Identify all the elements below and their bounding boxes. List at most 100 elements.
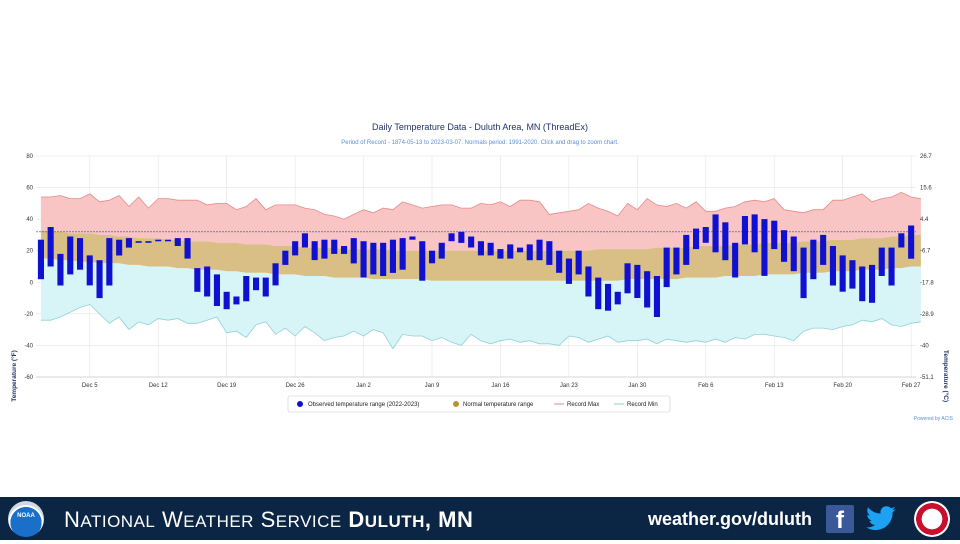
y-tick-right: -40	[920, 343, 929, 349]
observed-bar	[800, 247, 807, 299]
chart-credit[interactable]: Powered by ACIS	[914, 416, 954, 422]
y-tick-left: -40	[24, 343, 33, 349]
observed-bar	[448, 233, 455, 242]
observed-bar	[301, 233, 308, 248]
observed-bar	[380, 242, 387, 276]
y-tick-left: 80	[26, 154, 33, 160]
observed-bar	[644, 271, 651, 308]
observed-bar	[321, 239, 328, 259]
y-tick-left: -20	[24, 312, 33, 318]
temperature-chart[interactable]: Daily Temperature Data - Duluth Area, MN…	[0, 110, 960, 430]
facebook-icon[interactable]: f	[826, 505, 854, 534]
legend-record-max-label: Record Max	[567, 402, 599, 408]
observed-bar	[556, 250, 563, 273]
observed-bar	[458, 231, 465, 243]
observed-bar	[732, 242, 739, 278]
observed-bar	[409, 236, 416, 240]
y-tick-right: 15.6	[920, 186, 932, 192]
observed-bar	[624, 263, 631, 294]
y-axis-left-title: Temperature (°F)	[10, 350, 18, 402]
chart-subtitle: Period of Record - 1874-05-13 to 2023-03…	[341, 140, 619, 146]
observed-bar	[614, 291, 621, 305]
observed-bar	[135, 241, 142, 243]
nws-logo	[914, 501, 950, 537]
observed-bar	[526, 244, 533, 261]
observed-bar	[722, 222, 729, 261]
observed-bar	[653, 276, 660, 317]
plot-area[interactable]: 80 60 40 20 0 -20 -40 -60 26.7 15.6 4.4 -6.7 -17.8 -2…	[24, 154, 934, 389]
observed-bar	[605, 283, 612, 311]
x-tick-label: Jan 2	[356, 383, 371, 389]
observed-bar	[888, 247, 895, 286]
chart-legend[interactable]: Observed temperature range (2022-2023) N…	[287, 395, 671, 413]
y-tick-left: 0	[30, 280, 34, 286]
observed-bar	[575, 250, 582, 275]
observed-bar	[761, 219, 768, 276]
legend-item-normal[interactable]: Normal temperature range	[453, 401, 534, 408]
chart-svg[interactable]: Daily Temperature Data - Duluth Area, MN…	[0, 110, 960, 430]
x-tick-label: Dec 19	[217, 383, 237, 389]
observed-bar	[399, 238, 406, 270]
observed-bar	[106, 238, 113, 286]
observed-bar	[292, 241, 299, 256]
legend-box	[287, 395, 671, 413]
observed-bar	[331, 239, 338, 254]
y-tick-left: 40	[26, 217, 33, 223]
observed-bar	[213, 274, 220, 306]
legend-item-observed[interactable]: Observed temperature range (2022-2023)	[297, 401, 419, 408]
x-tick-label: Jan 30	[628, 383, 647, 389]
observed-bar	[487, 242, 494, 256]
observed-bar	[155, 239, 162, 242]
observed-bar	[839, 255, 846, 292]
observed-bar	[37, 239, 44, 280]
observed-bar	[311, 241, 318, 261]
observed-bar	[595, 277, 602, 310]
observed-bar	[165, 239, 172, 242]
observed-bar	[859, 266, 866, 302]
x-tick-label: Feb 20	[833, 383, 852, 389]
observed-bar	[829, 246, 836, 286]
observed-bar	[145, 241, 152, 243]
observed-bar	[878, 247, 885, 276]
website-link[interactable]: weather.gov/duluth	[648, 509, 813, 529]
x-tick-label: Feb 6	[698, 383, 714, 389]
observed-bar	[898, 233, 905, 248]
y-tick-right: -51.1	[920, 375, 934, 381]
y-tick-left: 20	[26, 249, 33, 255]
chart-title: Daily Temperature Data - Duluth Area, MN…	[372, 122, 588, 132]
observed-bar	[341, 246, 348, 254]
observed-bar	[67, 236, 74, 275]
legend-item-record-max[interactable]: Record Max	[554, 402, 599, 408]
observed-bar	[243, 276, 250, 302]
observed-bar	[712, 214, 719, 253]
legend-item-record-min[interactable]: Record Min	[614, 402, 658, 408]
observed-bar	[673, 247, 680, 275]
y-axis-right-title: Temperature (°C)	[942, 350, 950, 402]
y-tick-left: 60	[26, 186, 33, 192]
x-tick-label: Dec 12	[149, 383, 169, 389]
x-tick-label: Jan 23	[560, 383, 579, 389]
y-tick-left: -60	[24, 375, 33, 381]
observed-bar	[438, 242, 445, 259]
y-tick-right: -6.7	[920, 249, 931, 255]
observed-bar	[389, 239, 396, 273]
observed-bar	[233, 296, 240, 305]
observed-bar	[125, 238, 132, 248]
observed-bar	[663, 247, 670, 288]
x-tick-label: Feb 27	[902, 383, 921, 389]
observed-bar	[223, 291, 230, 310]
observed-bar	[546, 241, 553, 265]
observed-bar	[751, 214, 758, 253]
record-min-line	[40, 303, 921, 350]
observed-bar	[204, 266, 211, 297]
observed-bar	[507, 244, 514, 259]
observed-bar	[86, 255, 93, 286]
observed-bar	[184, 238, 191, 259]
observed-bar	[869, 264, 876, 303]
twitter-icon[interactable]	[864, 503, 898, 535]
observed-bar	[477, 241, 484, 256]
observed-bar	[272, 263, 279, 286]
observed-bar	[683, 234, 690, 265]
observed-bar	[253, 277, 260, 291]
observed-bar	[194, 268, 201, 292]
